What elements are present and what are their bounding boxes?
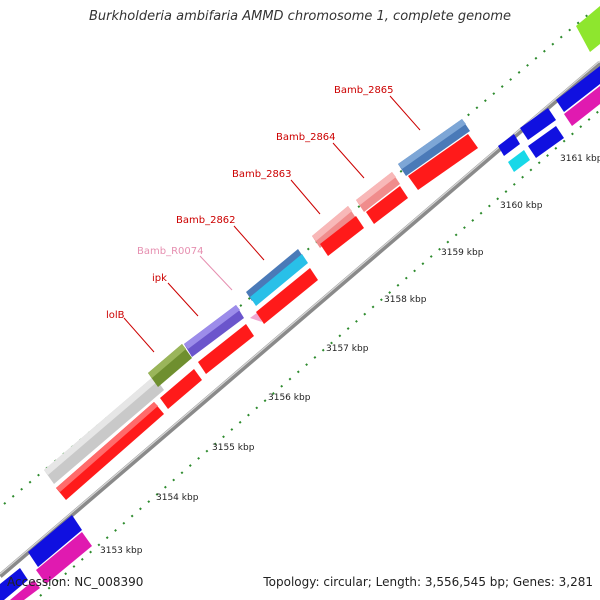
gene-feature [28, 515, 82, 567]
gene-labels: lolB ipk Bamb_R0074 Bamb_2862 Bamb_2863 … [106, 85, 394, 321]
leader-line-ipk [167, 282, 199, 317]
gene-feature [36, 532, 92, 584]
forward-strand-features [0, 6, 600, 600]
gene-feature [564, 86, 600, 126]
gene-feature [0, 568, 28, 600]
tick-label-3161: 3161 kbp [560, 154, 600, 164]
leader-line-Bamb_2864 [332, 142, 365, 179]
topology-summary: Topology: circular; Length: 3,556,545 bp… [263, 575, 593, 589]
gene-feature [366, 186, 408, 224]
gene-feature-Bamb_2863 [312, 206, 352, 241]
gene-feature [576, 6, 600, 52]
reverse-strand-features [56, 134, 478, 500]
gene-feature [56, 402, 158, 492]
gene-label-ipk[interactable]: ipk [152, 273, 167, 284]
tick-label-3156: 3156 kbp [268, 393, 311, 403]
gene-label-Bamb_R0074[interactable]: Bamb_R0074 [137, 246, 203, 257]
gene-feature [528, 126, 564, 158]
tick-label-3159: 3159 kbp [441, 248, 484, 258]
accession-text: Accession: NC_008390 [7, 575, 144, 589]
gene-feature [44, 376, 164, 484]
gene-feature-lolB [148, 344, 186, 378]
gene-feature-Bamb_2864 [356, 172, 396, 205]
gene-feature [256, 268, 318, 324]
gene-label-Bamb_2865[interactable]: Bamb_2865 [334, 85, 394, 96]
tick-label-3155: 3155 kbp [212, 443, 255, 453]
gene-feature [56, 402, 164, 500]
gene-feature [198, 324, 254, 374]
tick-label-3160: 3160 kbp [500, 201, 543, 211]
leader-line-Bamb_2862 [233, 225, 265, 261]
gene-feature-lolB [148, 344, 192, 387]
gene-label-lolB[interactable]: lolB [106, 310, 125, 321]
gene-feature [508, 150, 530, 172]
gene-label-Bamb_2863[interactable]: Bamb_2863 [232, 169, 292, 180]
leader-line-Bamb_2863 [290, 179, 321, 215]
gene-feature [556, 66, 600, 112]
gene-label-Bamb_2862[interactable]: Bamb_2862 [176, 215, 236, 226]
tick-label-3157: 3157 kbp [326, 344, 369, 354]
gene-feature [10, 580, 40, 600]
gene-feature-Bamb_2865 [398, 119, 466, 169]
gene-feature-Bamb_2862-rna [250, 254, 308, 306]
leader-line-Bamb_R0074 [199, 255, 233, 291]
genome-title: Burkholderia ambifaria AMMD chromosome 1… [88, 9, 512, 24]
gene-feature [408, 134, 478, 190]
tick-label-3153: 3153 kbp [100, 546, 143, 556]
gene-feature [160, 369, 202, 409]
leader-line-Bamb_2865 [389, 95, 421, 131]
gene-feature [320, 216, 364, 256]
leader-line-lolB [123, 317, 155, 353]
gene-leader-lines [123, 95, 421, 353]
inner-tick-dots [39, 109, 600, 597]
gene-feature [520, 108, 556, 140]
gene-feature [498, 134, 520, 156]
axis-tick-labels: 3153 kbp 3154 kbp 3155 kbp 3156 kbp 3157… [100, 154, 600, 556]
gene-label-Bamb_2864[interactable]: Bamb_2864 [276, 132, 336, 143]
gene-feature-ipk [184, 305, 240, 349]
tick-label-3154: 3154 kbp [156, 493, 199, 503]
tick-label-3158: 3158 kbp [384, 295, 427, 305]
gene-feature [44, 376, 158, 475]
gene-feature-Bamb_2862 [246, 249, 304, 301]
